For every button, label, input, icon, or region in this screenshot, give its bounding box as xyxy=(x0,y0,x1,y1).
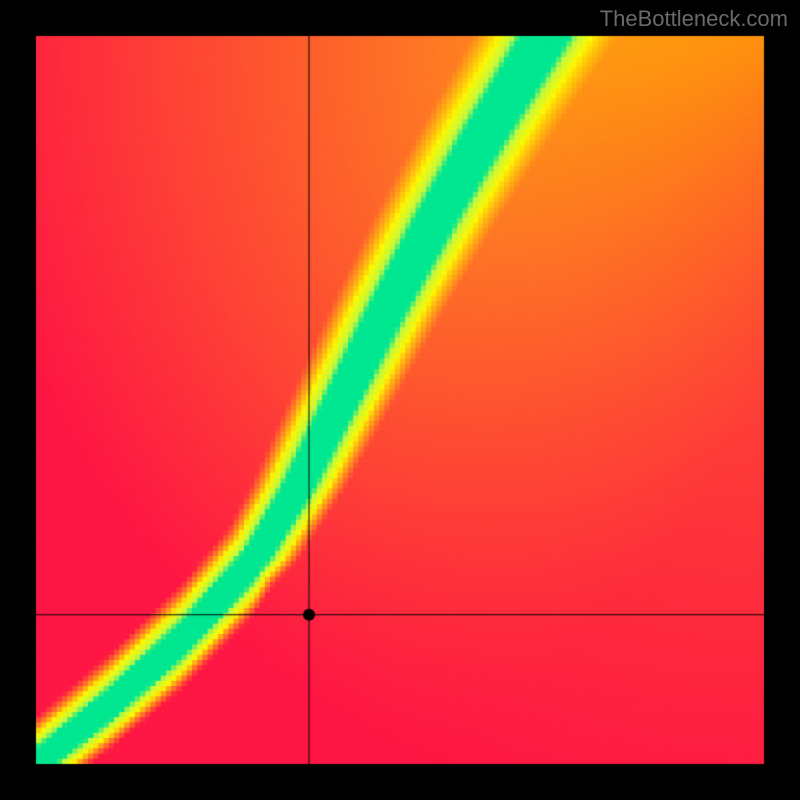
bottleneck-heatmap xyxy=(0,0,800,800)
watermark-text: TheBottleneck.com xyxy=(600,6,788,32)
chart-container: TheBottleneck.com xyxy=(0,0,800,800)
